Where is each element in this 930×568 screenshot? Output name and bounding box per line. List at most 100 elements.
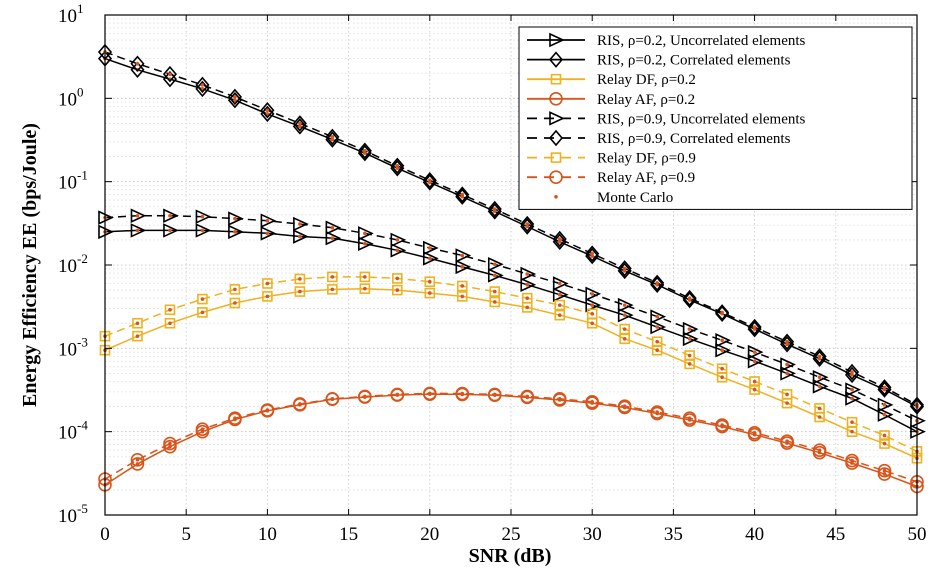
- monte-carlo-point: [622, 269, 627, 273]
- monte-carlo-point: [817, 406, 822, 411]
- data-point: [357, 142, 372, 159]
- data-point: [130, 61, 145, 79]
- monte-carlo-point: [265, 231, 270, 236]
- monte-carlo-point: [590, 303, 594, 307]
- data-point: [716, 363, 728, 374]
- monte-carlo-point: [363, 275, 367, 279]
- data-point: [227, 88, 242, 106]
- y-tick-exponent: -4: [77, 418, 88, 433]
- data-point: [358, 389, 372, 404]
- monte-carlo-point: [850, 370, 854, 374]
- monte-carlo-point: [265, 108, 270, 113]
- y-tick-base: 10: [58, 339, 77, 360]
- monte-carlo-point: [590, 400, 594, 404]
- legend-label: Relay AF, ρ=0.2: [597, 92, 695, 108]
- monte-carlo-point: [168, 321, 172, 326]
- data-point: [617, 399, 632, 414]
- data-point: [130, 55, 145, 72]
- legend-marker: [549, 170, 563, 184]
- data-point: [552, 391, 567, 406]
- data-point: [487, 200, 502, 218]
- monte-carlo-point: [590, 254, 594, 258]
- data-point: [357, 144, 372, 162]
- y-tick-label: 10-4: [58, 418, 88, 444]
- data-point: [617, 262, 632, 280]
- monte-carlo-point: [492, 300, 497, 304]
- y-tick-base: 10: [58, 173, 77, 194]
- monte-carlo-point: [298, 277, 302, 281]
- data-point: [455, 248, 472, 263]
- x-tick-label: 35: [664, 524, 683, 545]
- data-point: [292, 115, 307, 132]
- monte-carlo-point: [330, 287, 335, 292]
- data-point: [747, 353, 764, 369]
- legend-marker: [550, 152, 562, 163]
- data-point: [585, 247, 600, 265]
- data-point: [554, 299, 566, 311]
- monte-carlo-point: [850, 458, 854, 463]
- data-point: [390, 387, 405, 402]
- legend-label: Relay DF, ρ=0.9: [597, 151, 696, 167]
- monte-carlo-point: [850, 387, 854, 392]
- y-tick-label: 101: [58, 1, 84, 27]
- monte-carlo-point: [590, 251, 594, 256]
- y-tick-label: 10-3: [58, 334, 88, 360]
- data-point: [489, 286, 501, 297]
- data-point: [195, 422, 210, 437]
- data-point: [617, 260, 632, 277]
- data-point: [879, 430, 890, 441]
- monte-carlo-point: [590, 321, 594, 326]
- monte-carlo-point: [492, 207, 497, 211]
- monte-carlo-point: [817, 375, 822, 380]
- series-line: [104, 51, 918, 406]
- data-point: [749, 376, 760, 387]
- data-point: [392, 284, 403, 296]
- monte-carlo-point: [655, 314, 659, 319]
- monte-carlo-point: [168, 72, 172, 76]
- data-point: [682, 331, 699, 347]
- y-tick-base: 10: [58, 506, 77, 527]
- data-point: [877, 379, 892, 396]
- legend-label: RIS, ρ=0.9, Correlated elements: [597, 131, 791, 147]
- data-point: [392, 273, 403, 284]
- monte-carlo-point: [882, 472, 887, 476]
- data-point: [164, 304, 176, 316]
- data-point: [358, 236, 374, 251]
- data-point: [390, 232, 407, 248]
- data-point: [293, 216, 309, 232]
- monte-carlo-point: [200, 83, 205, 87]
- monte-carlo-point: [882, 403, 887, 407]
- data-point: [422, 251, 439, 266]
- monte-carlo-point: [395, 276, 400, 281]
- data-point: [359, 283, 371, 294]
- monte-carlo-point: [882, 412, 887, 417]
- data-point: [390, 159, 405, 177]
- data-point: [521, 292, 533, 304]
- monte-carlo-point: [752, 359, 757, 364]
- data-point: [682, 289, 697, 307]
- data-point: [325, 131, 340, 148]
- monte-carlo-point: [557, 303, 562, 307]
- data-point: [325, 220, 342, 235]
- monte-carlo-point: [720, 366, 724, 371]
- data-point: [877, 463, 892, 478]
- series-5: [98, 208, 926, 429]
- data-point: [812, 369, 829, 385]
- monte-carlo-point: [655, 325, 659, 329]
- data-point: [132, 330, 143, 342]
- data-point: [715, 333, 732, 348]
- legend-marker: [549, 32, 565, 48]
- data-point: [879, 438, 890, 449]
- monte-carlo-point: [460, 284, 465, 288]
- data-point: [520, 215, 535, 233]
- data-point: [650, 309, 667, 324]
- y-tick-base: 10: [58, 89, 77, 110]
- data-point: [812, 350, 827, 367]
- axis-ticks: 0 5 10 15 20 25 30 35 40 45 5010-510-410-310-210-1…: [58, 1, 927, 545]
- data-point: [520, 389, 535, 404]
- legend-label: Relay DF, ρ=0.2: [597, 72, 696, 88]
- x-tick-label: 30: [583, 524, 602, 545]
- legend-marker: [548, 51, 564, 68]
- monte-carlo-point: [298, 402, 302, 406]
